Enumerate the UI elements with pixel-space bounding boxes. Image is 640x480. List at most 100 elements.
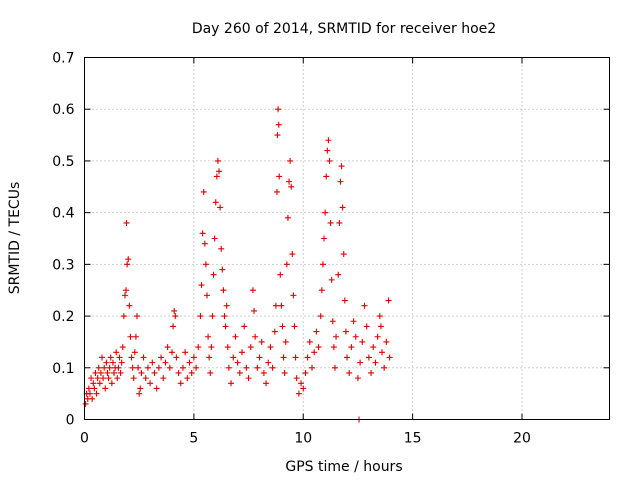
data-point [365,354,372,361]
data-point [249,287,256,294]
data-point [276,173,283,180]
data-point [101,364,108,371]
data-point [286,178,293,185]
data-point [97,369,104,376]
data-point [232,333,239,340]
data-point [372,359,379,366]
x-tick-label: 0 [80,431,89,447]
data-point [147,380,154,387]
data-point [295,390,302,397]
y-tick-label: 0.1 [52,361,74,377]
data-point [283,261,290,268]
data-point [158,354,165,361]
x-tick-label: 5 [189,431,198,447]
data-point [155,364,162,371]
data-point [228,380,235,387]
data-point [173,354,180,361]
data-point [304,354,311,361]
data-point [105,375,112,382]
data-point [132,333,139,340]
x-tick-label: 20 [513,431,531,447]
data-point [137,385,144,392]
data-point [324,147,331,154]
data-point [86,390,93,397]
data-point [377,323,384,330]
data-point [200,188,207,195]
data-point [368,369,375,376]
data-point [274,188,280,195]
data-point [279,323,286,330]
data-point [128,354,135,361]
data-point [357,359,364,366]
data-point [346,369,353,376]
data-point [267,344,274,351]
data-point [284,214,291,221]
data-point [93,390,100,397]
data-point [130,375,137,382]
data-point [224,344,231,351]
y-axis-label: SRMTID / TECUs [7,182,23,295]
x-tick-label: 15 [404,431,422,447]
data-point [216,168,223,175]
data-point [149,359,156,366]
data-point [319,261,326,268]
data-point [104,369,111,376]
data-point [290,292,297,299]
data-point [291,323,298,330]
data-point [205,333,212,340]
data-point [234,359,241,366]
data-point [91,385,98,392]
data-point [96,380,103,387]
data-point [179,364,186,371]
data-point [292,354,299,361]
data-point [206,354,213,361]
data-point [82,400,89,407]
data-point [313,328,320,335]
data-point [90,380,97,387]
data-point [385,297,392,304]
data-point [263,380,270,387]
data-point [201,240,208,247]
data-point [207,369,214,376]
data-point [138,369,145,376]
data-point [95,364,102,371]
data-point [258,338,265,345]
data-point [277,271,284,278]
data-point [171,307,178,314]
data-point [220,287,227,294]
data-point [359,338,366,345]
data-point [88,375,95,382]
data-point [260,369,267,376]
data-point [300,385,307,392]
data-point [344,354,350,361]
data-point [129,364,136,371]
data-point [265,359,272,366]
data-point [85,385,92,392]
data-point [108,380,115,387]
data-point [197,313,204,320]
data-point [219,266,226,273]
data-point [348,344,355,351]
data-point [136,390,143,397]
data-point [124,261,131,268]
chart-title: Day 260 of 2014, SRMTID for receiver hoe… [192,21,496,37]
data-point [335,271,342,278]
data-point [111,369,118,376]
axis-ticks: 0 0.1 0.2 0.3 0.4 0.5 0.6 0.7 0 5 10 15 20 [52,51,610,447]
data-point [350,318,357,325]
data-point [162,359,169,366]
x-axis-label: GPS time / hours [285,459,402,475]
data-point [164,344,171,351]
data-point [381,364,388,371]
data-point [126,302,133,309]
data-point [221,313,228,320]
data-point [169,349,175,356]
data-point [383,338,390,345]
data-point [280,354,287,361]
data-point [315,344,322,351]
data-point [142,375,149,382]
data-point [184,375,191,382]
data-point [333,333,340,340]
data-point [195,344,202,351]
